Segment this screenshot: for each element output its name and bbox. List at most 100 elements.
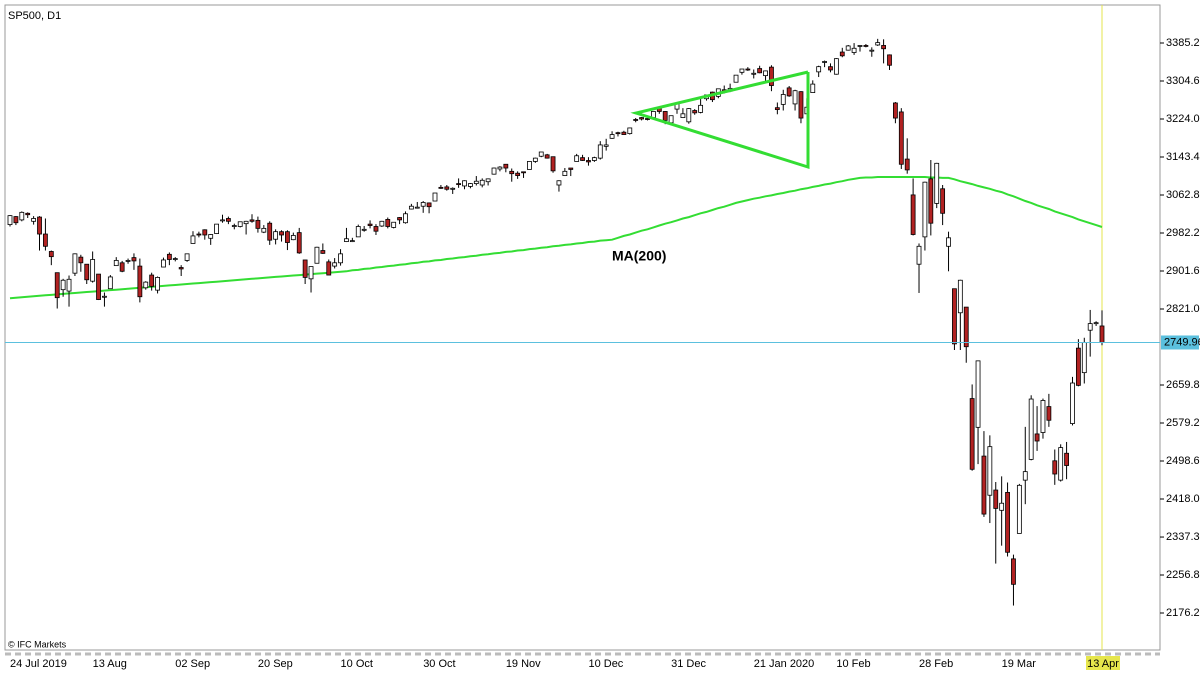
candle-body (414, 206, 420, 209)
candle-body (261, 227, 267, 233)
candle-body (934, 162, 940, 204)
candle-body (432, 192, 438, 202)
candle-body (66, 278, 72, 292)
candle-body (119, 262, 125, 272)
candle-body (509, 170, 515, 175)
candle-body (1064, 452, 1069, 466)
candle-body (780, 94, 786, 105)
candle-body (391, 221, 397, 228)
candle-body (338, 253, 343, 264)
candle-body (1087, 323, 1093, 331)
candle-body (296, 232, 302, 254)
candle-body (916, 245, 922, 265)
x-tick-label: 19 Nov (506, 658, 541, 670)
x-tick-label: 30 Oct (423, 658, 455, 670)
candle-body (137, 265, 143, 298)
candle-body (131, 257, 137, 262)
candle-body (904, 158, 910, 171)
candle-body (893, 102, 898, 119)
candle-body (969, 398, 975, 470)
candle-body (987, 446, 993, 496)
candle-body (591, 157, 597, 161)
candle-body (786, 87, 792, 97)
candle-body (633, 119, 639, 121)
candle-body (946, 237, 951, 247)
candle-body (373, 226, 379, 232)
y-tick-label: 2256.80 (1166, 569, 1200, 581)
candle-body (184, 253, 190, 261)
candle-body (31, 218, 37, 222)
candle-body (72, 253, 78, 274)
candle-body (1034, 433, 1040, 442)
candle-body (603, 144, 609, 147)
candle-body (957, 279, 963, 314)
candle-body (273, 231, 279, 240)
candle-body (60, 279, 66, 291)
candle-body (285, 231, 290, 243)
candle-body (426, 202, 432, 208)
candle-body (302, 259, 308, 278)
candle-body (757, 68, 763, 74)
ma-label: MA(200) (612, 248, 666, 264)
candle-body (875, 42, 881, 46)
candle-body (999, 502, 1005, 511)
candle-body (326, 261, 332, 276)
candle-body (485, 178, 491, 183)
candle-body (898, 111, 904, 165)
candle-body (822, 61, 827, 63)
y-tick-label: 3224.00 (1166, 113, 1200, 125)
candle-body (1046, 406, 1052, 421)
candle-body (403, 213, 408, 224)
candle-body (220, 219, 225, 222)
candle-body (1093, 322, 1099, 325)
plot-layer (5, 5, 1160, 650)
candle-body (792, 90, 798, 105)
candle-body (243, 220, 249, 225)
candle-body (143, 281, 149, 289)
candle-body (78, 256, 84, 264)
candle-body (698, 104, 704, 113)
candle-body (940, 188, 946, 214)
x-tick-label: 19 Mar (1002, 658, 1037, 670)
candle-body (527, 161, 532, 170)
candle-body (692, 110, 698, 114)
candle-body (556, 180, 562, 186)
candle-body (462, 180, 467, 187)
y-tick-label: 2659.80 (1166, 379, 1200, 391)
ma-line (9, 176, 1103, 300)
candle-body (491, 167, 497, 175)
candle-body (444, 186, 450, 190)
candle-body (739, 68, 745, 73)
candle-body (521, 171, 526, 174)
candle-body (544, 154, 550, 159)
y-tick-label: 2337.30 (1166, 531, 1200, 543)
candle-body (1052, 460, 1058, 475)
candle-body (344, 238, 349, 242)
candle-body (7, 215, 13, 226)
candle-body (208, 234, 214, 239)
candle-body (231, 225, 237, 227)
x-tick-label: 28 Feb (919, 658, 953, 670)
x-tick-label: 13 Aug (93, 658, 127, 670)
candle-body (769, 66, 774, 86)
y-tick-label: 2579.20 (1166, 417, 1200, 429)
candle-body (450, 187, 456, 190)
candle-body (125, 260, 131, 262)
candle-body (963, 306, 969, 348)
candle-body (1022, 471, 1028, 481)
candle-body (420, 202, 426, 207)
y-tick-label: 2901.60 (1166, 265, 1200, 277)
candle-body (190, 235, 196, 244)
candle-body (1058, 447, 1064, 481)
candle-body (751, 72, 757, 75)
candle-body (922, 181, 928, 238)
candle-body (1011, 558, 1016, 585)
candle-body (379, 220, 385, 227)
candle-body (645, 118, 650, 120)
candle-body (686, 108, 692, 123)
candle-body (320, 250, 326, 254)
candle-body (621, 131, 627, 135)
candle-body (881, 45, 886, 50)
last-price-label: 2749.96 (1164, 336, 1200, 348)
